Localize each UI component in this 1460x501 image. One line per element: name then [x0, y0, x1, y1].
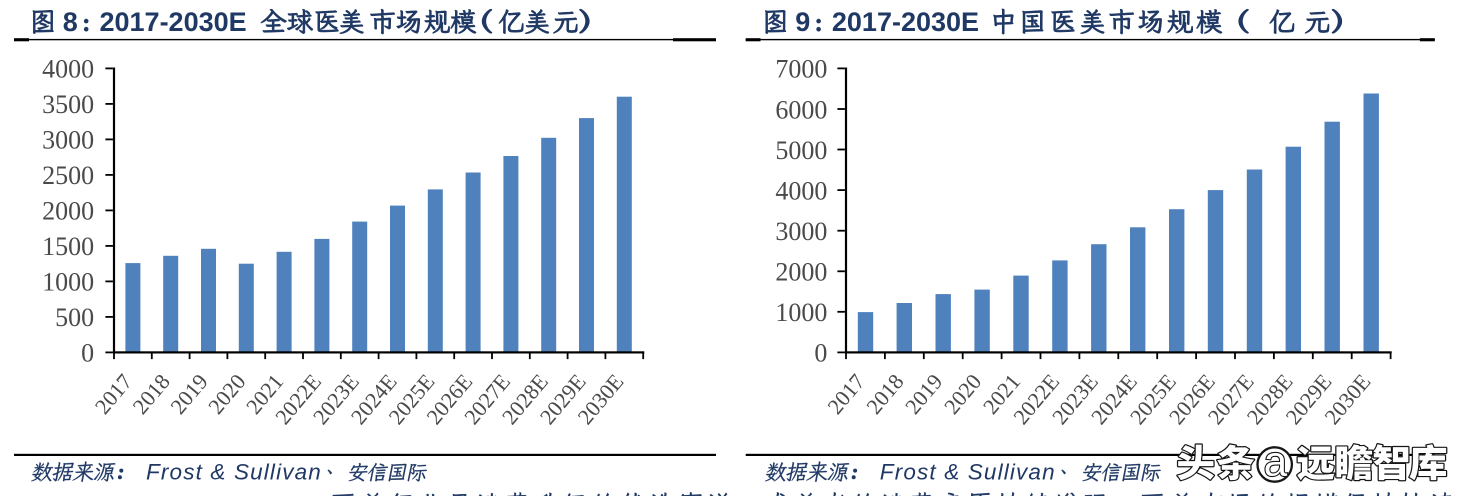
svg-text:6000: 6000 [775, 95, 827, 124]
svg-text:2000: 2000 [42, 197, 94, 226]
svg-text:0: 0 [81, 339, 94, 368]
svg-text:3000: 3000 [775, 217, 827, 246]
svg-text:3500: 3500 [42, 90, 94, 119]
svg-text:a: a [1264, 438, 1288, 485]
svg-text:2000: 2000 [775, 258, 827, 287]
svg-text:9: 9 [795, 7, 810, 37]
svg-text:7000: 7000 [775, 55, 827, 84]
svg-text:4000: 4000 [775, 176, 827, 205]
svg-text:500: 500 [55, 303, 94, 332]
svg-text:2500: 2500 [42, 161, 94, 190]
svg-text:3000: 3000 [42, 126, 94, 155]
svg-text:1500: 1500 [42, 232, 94, 261]
svg-text:0: 0 [814, 339, 827, 368]
svg-text:2017-2030E: 2017-2030E [100, 7, 247, 37]
svg-text:1000: 1000 [775, 298, 827, 327]
svg-text:5000: 5000 [775, 136, 827, 165]
svg-text:8: 8 [63, 7, 78, 37]
svg-text:4000: 4000 [42, 55, 94, 84]
svg-text:Frost & Sullivan: Frost & Sullivan [146, 460, 322, 485]
svg-text:2017-2030E: 2017-2030E [832, 7, 979, 37]
svg-text:1000: 1000 [42, 268, 94, 297]
